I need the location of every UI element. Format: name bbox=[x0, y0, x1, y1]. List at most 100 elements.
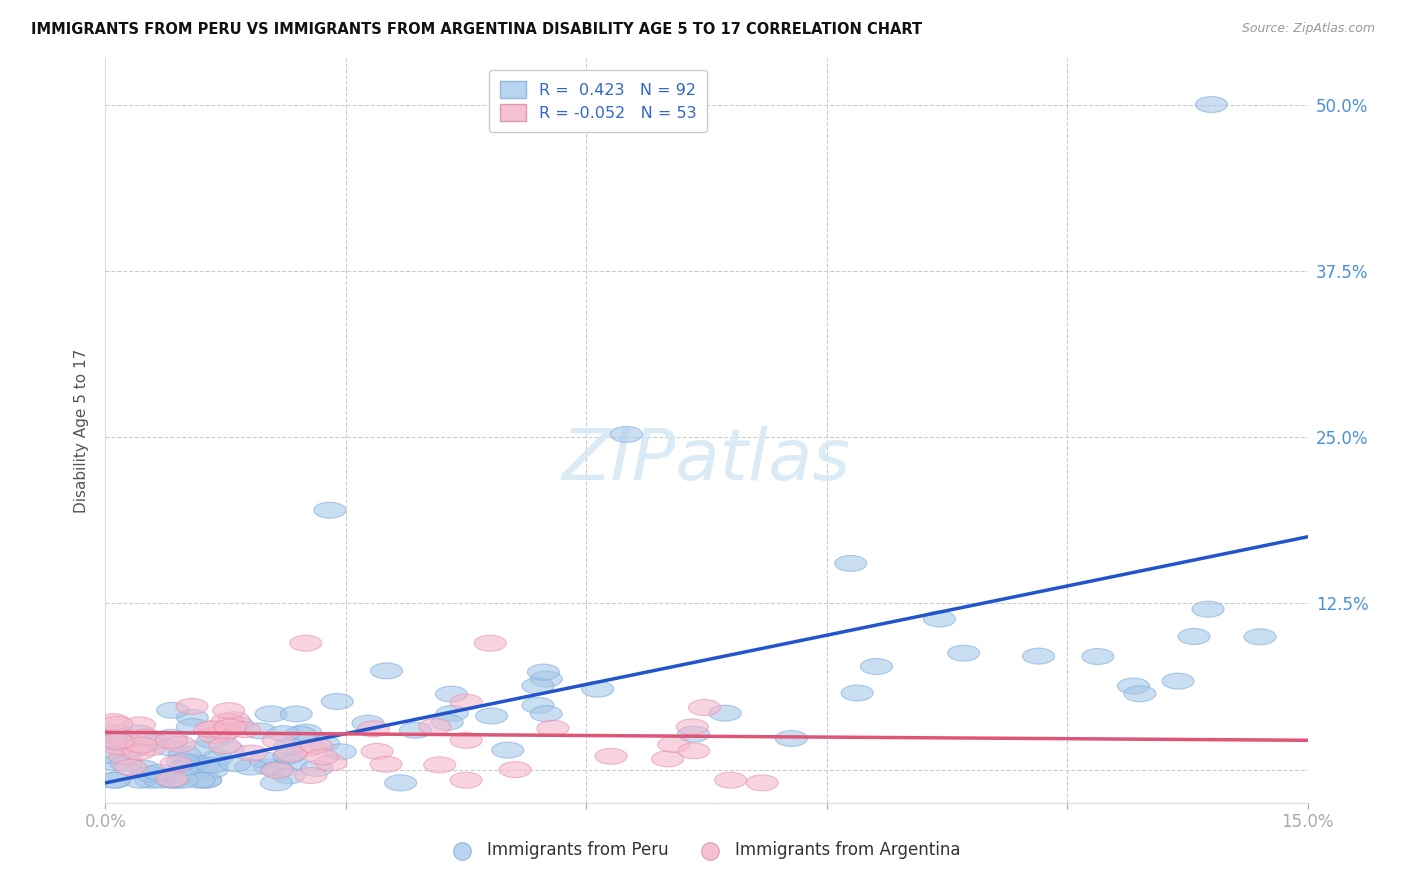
Ellipse shape bbox=[948, 645, 980, 661]
Ellipse shape bbox=[274, 739, 305, 755]
Ellipse shape bbox=[860, 658, 893, 674]
Ellipse shape bbox=[170, 759, 201, 775]
Ellipse shape bbox=[522, 698, 554, 714]
Ellipse shape bbox=[183, 772, 215, 789]
Ellipse shape bbox=[159, 772, 191, 789]
Ellipse shape bbox=[108, 748, 141, 764]
Ellipse shape bbox=[155, 732, 187, 748]
Ellipse shape bbox=[104, 735, 135, 751]
Ellipse shape bbox=[436, 686, 467, 702]
Ellipse shape bbox=[295, 768, 326, 783]
Ellipse shape bbox=[122, 744, 155, 760]
Ellipse shape bbox=[499, 762, 531, 778]
Ellipse shape bbox=[537, 720, 569, 736]
Ellipse shape bbox=[204, 729, 236, 744]
Ellipse shape bbox=[103, 739, 135, 755]
Ellipse shape bbox=[450, 772, 482, 789]
Ellipse shape bbox=[262, 763, 294, 779]
Ellipse shape bbox=[352, 715, 384, 731]
Ellipse shape bbox=[530, 671, 562, 687]
Ellipse shape bbox=[165, 737, 195, 752]
Ellipse shape bbox=[678, 743, 710, 759]
Ellipse shape bbox=[384, 775, 416, 791]
Ellipse shape bbox=[124, 772, 156, 789]
Ellipse shape bbox=[97, 772, 129, 789]
Ellipse shape bbox=[101, 716, 134, 732]
Ellipse shape bbox=[101, 724, 134, 740]
Ellipse shape bbox=[709, 706, 741, 721]
Ellipse shape bbox=[273, 747, 305, 764]
Ellipse shape bbox=[156, 771, 188, 787]
Ellipse shape bbox=[134, 739, 166, 756]
Ellipse shape bbox=[651, 751, 683, 767]
Ellipse shape bbox=[253, 759, 285, 775]
Ellipse shape bbox=[1195, 96, 1227, 112]
Ellipse shape bbox=[370, 756, 402, 772]
Ellipse shape bbox=[100, 772, 131, 789]
Ellipse shape bbox=[1244, 629, 1277, 645]
Ellipse shape bbox=[194, 722, 226, 738]
Ellipse shape bbox=[610, 426, 643, 442]
Ellipse shape bbox=[190, 772, 221, 789]
Ellipse shape bbox=[361, 743, 394, 759]
Ellipse shape bbox=[219, 756, 252, 772]
Ellipse shape bbox=[582, 681, 613, 698]
Ellipse shape bbox=[274, 746, 307, 762]
Ellipse shape bbox=[135, 772, 166, 789]
Ellipse shape bbox=[1118, 678, 1150, 694]
Ellipse shape bbox=[307, 749, 339, 764]
Y-axis label: Disability Age 5 to 17: Disability Age 5 to 17 bbox=[75, 348, 90, 513]
Ellipse shape bbox=[1192, 601, 1225, 617]
Ellipse shape bbox=[97, 714, 129, 730]
Ellipse shape bbox=[1123, 686, 1156, 702]
Ellipse shape bbox=[260, 775, 292, 791]
Ellipse shape bbox=[122, 725, 155, 741]
Ellipse shape bbox=[325, 744, 356, 760]
Ellipse shape bbox=[211, 713, 243, 729]
Ellipse shape bbox=[314, 502, 346, 518]
Ellipse shape bbox=[775, 731, 807, 747]
Text: ZIPatlas: ZIPatlas bbox=[562, 425, 851, 495]
Ellipse shape bbox=[357, 721, 389, 737]
Ellipse shape bbox=[267, 726, 299, 741]
Ellipse shape bbox=[284, 726, 316, 742]
Ellipse shape bbox=[197, 732, 229, 748]
Ellipse shape bbox=[280, 706, 312, 722]
Ellipse shape bbox=[108, 731, 141, 747]
Ellipse shape bbox=[530, 706, 562, 722]
Ellipse shape bbox=[160, 756, 193, 772]
Ellipse shape bbox=[156, 702, 188, 718]
Ellipse shape bbox=[197, 757, 228, 773]
Ellipse shape bbox=[1161, 673, 1194, 690]
Ellipse shape bbox=[173, 756, 205, 772]
Ellipse shape bbox=[190, 772, 222, 788]
Ellipse shape bbox=[110, 756, 142, 772]
Ellipse shape bbox=[714, 772, 747, 789]
Ellipse shape bbox=[273, 768, 305, 784]
Ellipse shape bbox=[124, 717, 156, 733]
Ellipse shape bbox=[198, 721, 229, 737]
Ellipse shape bbox=[419, 719, 451, 735]
Ellipse shape bbox=[97, 733, 129, 749]
Ellipse shape bbox=[1081, 648, 1114, 665]
Ellipse shape bbox=[301, 738, 333, 754]
Ellipse shape bbox=[209, 723, 240, 739]
Ellipse shape bbox=[301, 760, 333, 776]
Ellipse shape bbox=[371, 663, 402, 679]
Ellipse shape bbox=[114, 759, 146, 775]
Ellipse shape bbox=[245, 723, 276, 739]
Ellipse shape bbox=[1178, 629, 1211, 645]
Ellipse shape bbox=[841, 685, 873, 701]
Ellipse shape bbox=[198, 727, 231, 743]
Text: IMMIGRANTS FROM PERU VS IMMIGRANTS FROM ARGENTINA DISABILITY AGE 5 TO 17 CORRELA: IMMIGRANTS FROM PERU VS IMMIGRANTS FROM … bbox=[31, 22, 922, 37]
Ellipse shape bbox=[527, 664, 560, 680]
Ellipse shape bbox=[167, 754, 198, 770]
Ellipse shape bbox=[180, 741, 212, 757]
Ellipse shape bbox=[747, 775, 778, 791]
Ellipse shape bbox=[197, 762, 228, 778]
Ellipse shape bbox=[212, 741, 245, 757]
Ellipse shape bbox=[166, 772, 198, 789]
Ellipse shape bbox=[212, 703, 245, 719]
Ellipse shape bbox=[201, 750, 233, 766]
Ellipse shape bbox=[450, 694, 482, 710]
